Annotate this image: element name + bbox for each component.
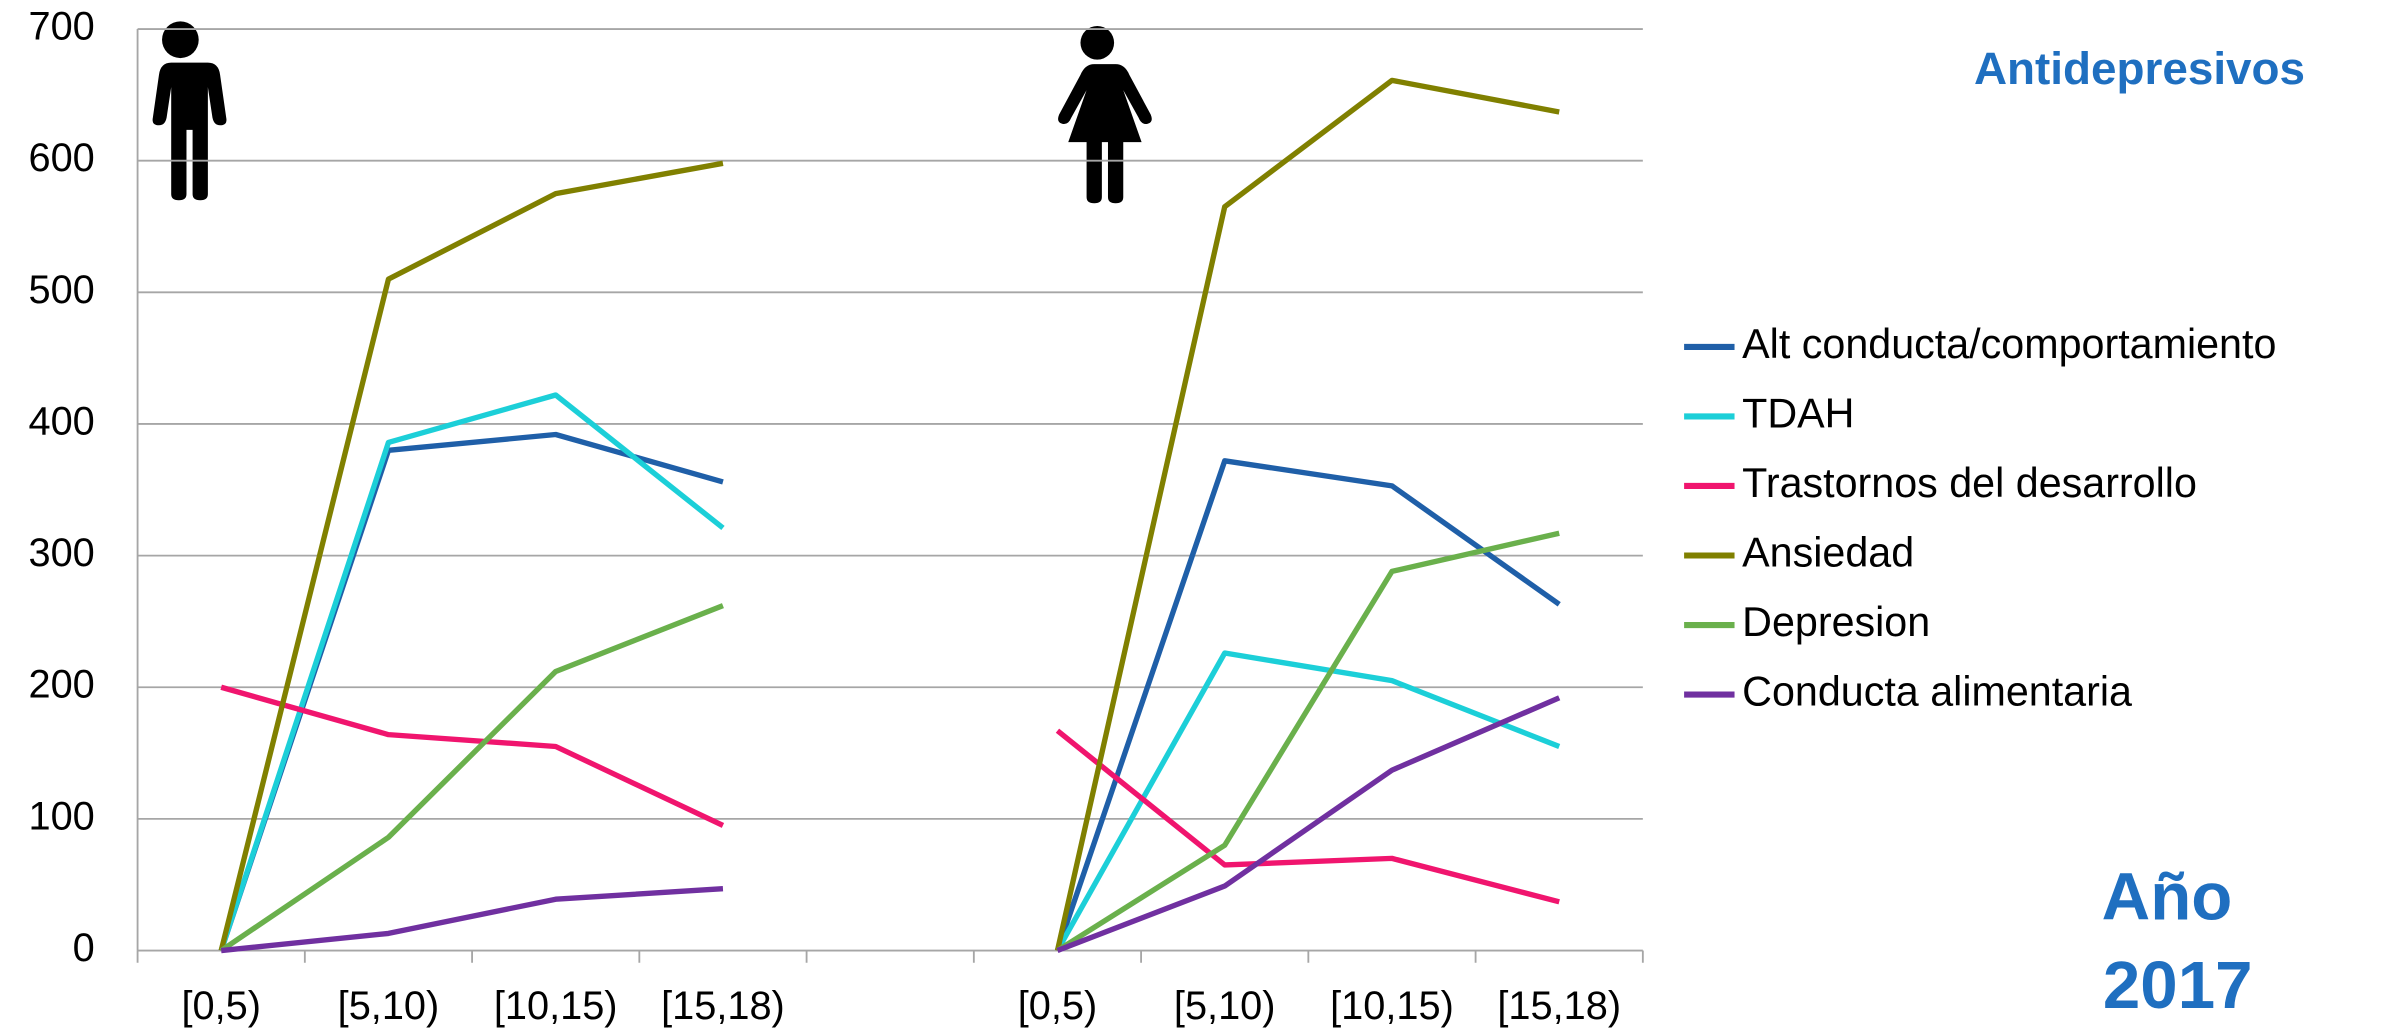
legend-label: Alt conducta/comportamiento	[1742, 321, 2276, 367]
legend-label: Depresion	[1742, 599, 1930, 645]
x-tick-label: [15,18)	[661, 984, 785, 1028]
y-tick-label: 100	[29, 794, 95, 838]
x-tick-label: [15,18)	[1497, 984, 1621, 1028]
series-line	[219, 530, 1560, 953]
y-tick-label: 200	[29, 663, 95, 707]
x-tick-label: [0,5)	[181, 984, 260, 1028]
x-tick-label: [10,15)	[1330, 984, 1454, 1028]
legend-label: Trastornos del desarrollo	[1742, 460, 2197, 506]
series-line	[220, 695, 1561, 954]
x-tick-label: [5,10)	[1174, 984, 1276, 1028]
year-label: 2017	[2103, 948, 2253, 1023]
male-icon	[152, 21, 227, 201]
legend-label: Conducta alimentaria	[1742, 668, 2132, 714]
x-tick-label: [5,10)	[338, 984, 440, 1028]
female-icon	[1058, 25, 1152, 204]
series-line	[220, 684, 1560, 905]
x-tick-label: [0,5)	[1018, 984, 1097, 1028]
series-line	[218, 392, 1561, 952]
year-label: Año	[2102, 859, 2233, 934]
y-tick-label: 600	[29, 136, 95, 180]
y-tick-label: 400	[29, 399, 95, 443]
series-line	[218, 431, 1561, 952]
y-tick-label: 300	[29, 531, 95, 575]
chart-title: Antidepresivos	[1974, 43, 2305, 94]
x-tick-label: [10,15)	[494, 984, 618, 1028]
series-line	[218, 77, 1560, 952]
legend-label: TDAH	[1742, 390, 1854, 436]
y-tick-label: 500	[29, 268, 95, 312]
y-tick-label: 700	[29, 5, 95, 49]
legend-label: Ansiedad	[1742, 529, 1914, 575]
y-tick-label: 0	[73, 926, 95, 970]
